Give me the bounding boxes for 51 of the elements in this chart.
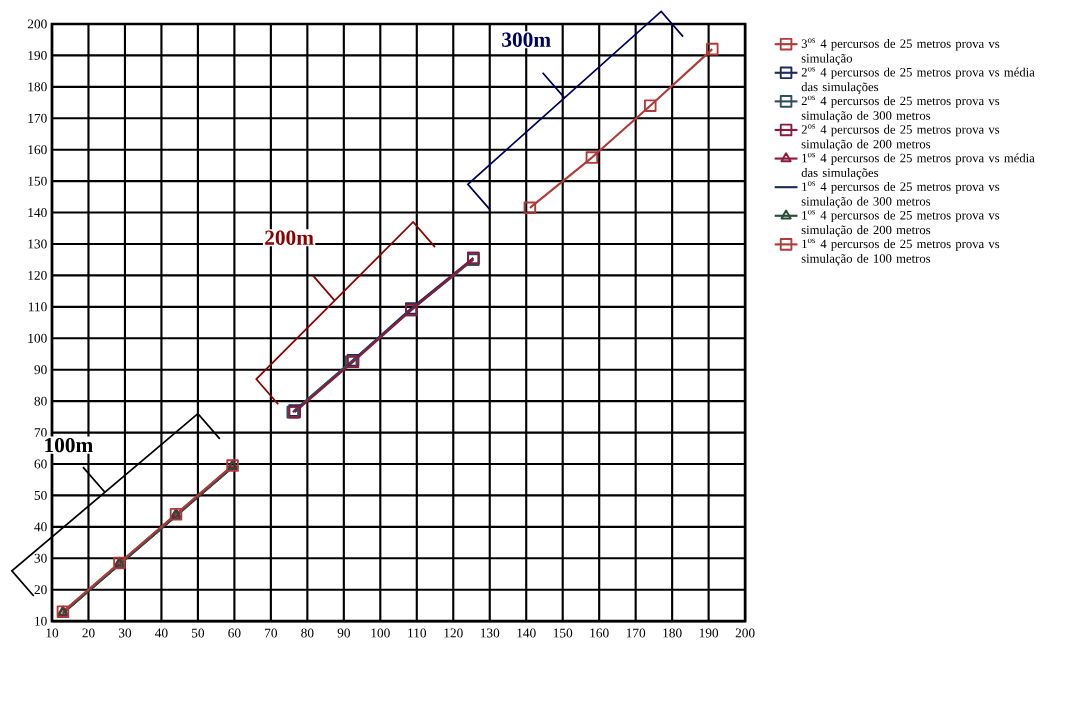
x-tick-label: 100 [371, 628, 390, 638]
x-tick-label: 50 [192, 628, 205, 638]
legend-label: 1$^{os}$ 4 percursos de 25 metros prova vs simulação de 300 metros [801, 181, 1000, 208]
y-tick-label: 30 [34, 553, 47, 563]
x-tick-label: 130 [480, 628, 500, 638]
y-tick-label: 70 [34, 427, 47, 437]
y-tick-label: 50 [34, 490, 47, 500]
annotation: 100m [45, 437, 93, 453]
x-tick-label: 190 [699, 628, 719, 638]
y-tick-label: 10 [35, 616, 47, 626]
y-tick-label: 110 [28, 302, 47, 312]
y-tick-label: 170 [28, 113, 47, 123]
x-tick-label: 90 [337, 628, 350, 638]
x-tick-label: 180 [663, 628, 682, 638]
y-tick-label: 200 [27, 19, 47, 29]
x-tick-label: 110 [408, 628, 427, 638]
legend-label: 2$^{os}$ 4 percursos de 25 metros prova vs simulação de 300 metros [801, 95, 1000, 123]
y-tick-label: 160 [28, 144, 47, 154]
y-tick-label: 20 [34, 584, 47, 594]
x-tick-label: 120 [444, 628, 463, 638]
x-tick-label: 160 [590, 628, 609, 638]
x-tick-label: 20 [82, 628, 95, 638]
y-tick-label: 140 [28, 207, 47, 217]
annotation: 300m [502, 32, 551, 47]
x-tick-label: 70 [265, 628, 278, 638]
annotation: 200m [265, 230, 314, 245]
x-tick-label: 200 [735, 628, 755, 638]
y-tick-label: 60 [34, 459, 47, 469]
x-tick-label: 140 [517, 628, 536, 638]
legend-label: 1$^{os}$ 4 percursos de 25 metros prova vs simulação de 200 metros [801, 209, 1000, 237]
legend-label: 2$^{os}$ 4 percursos de 25 metros prova vs simulação de 200 metros [801, 124, 1000, 151]
y-tick-label: 100 [28, 333, 47, 343]
legend-label: 1$^{os}$ 4 percursos de 25 metros prova vs média das simulações [801, 152, 1035, 180]
y-tick-label: 180 [28, 82, 47, 92]
x-tick-label: 40 [155, 628, 168, 638]
y-tick-label: 190 [28, 50, 47, 60]
y-tick-label: 120 [28, 270, 47, 280]
y-tick-label: 40 [34, 522, 47, 532]
y-tick-label: 90 [34, 364, 47, 374]
legend-label: 3$^{os}$ 4 percursos de 25 metros prova vs simulação [801, 38, 1000, 65]
x-tick-label: 80 [301, 628, 314, 638]
y-tick-label: 130 [28, 239, 47, 249]
x-tick-label: 170 [626, 628, 646, 638]
legend-label: 1$^{os}$ 4 percursos de 25 metros prova vs simulação de 100 metros [801, 238, 1000, 266]
y-tick-label: 150 [28, 176, 47, 186]
x-tick-label: 10 [46, 628, 59, 638]
y-tick-label: 80 [34, 396, 47, 406]
x-tick-label: 30 [118, 628, 132, 638]
x-tick-label: 150 [553, 628, 573, 638]
x-tick-label: 60 [228, 628, 241, 638]
legend-label: 2$^{os}$ 4 percursos de 25 metros prova vs média das simulações [801, 66, 1035, 94]
